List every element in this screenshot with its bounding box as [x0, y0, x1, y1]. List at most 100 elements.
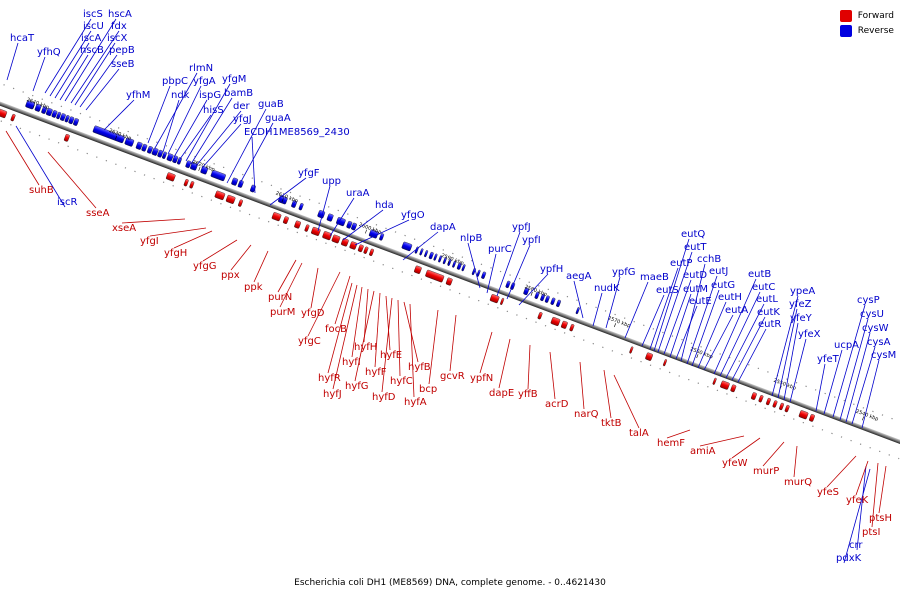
forward-gene-block	[663, 359, 667, 367]
forward-gene-block	[363, 246, 369, 254]
gene-leader-line	[334, 275, 351, 325]
gene-label: iscU	[83, 21, 104, 32]
gene-leader-line	[479, 331, 493, 374]
gene-leader-line	[6, 42, 19, 81]
gene-leader-line	[202, 239, 238, 262]
gene-leader-line	[253, 250, 269, 283]
gene-leader-line	[409, 303, 415, 398]
forward-gene-block	[425, 269, 445, 283]
reverse-gene-block	[151, 147, 159, 156]
gene-leader-line	[878, 465, 887, 514]
gene-label: nlpB	[460, 233, 482, 244]
gene-label: ptsH	[869, 513, 892, 524]
gene-leader-line	[374, 292, 381, 368]
gene-label: eutT	[684, 242, 707, 253]
gene-leader-line	[856, 465, 867, 551]
gene-label: purC	[488, 244, 512, 255]
gene-label: hisS	[203, 105, 224, 116]
forward-gene-block	[311, 226, 321, 236]
reverse-gene-block	[73, 118, 79, 126]
gene-leader-line	[579, 361, 585, 410]
scale-tick-mark	[696, 354, 699, 359]
gene-label: yfgO	[401, 210, 425, 221]
gene-leader-line	[649, 267, 679, 350]
gene-label: ptsI	[862, 527, 880, 538]
gene-label: eutD	[683, 270, 707, 281]
gene-leader-line	[789, 338, 807, 403]
gene-label: upp	[322, 176, 341, 187]
gene-leader-line	[226, 108, 267, 184]
gene-label: pepB	[109, 45, 135, 56]
gene-label: yfeY	[790, 313, 813, 324]
forward-gene-block	[322, 231, 332, 241]
forward-gene-block	[304, 224, 310, 232]
gene-label: hscB	[80, 45, 104, 56]
gene-label: crr	[849, 540, 863, 551]
gene-leader-line	[527, 344, 531, 390]
reverse-gene-block	[34, 103, 42, 112]
forward-gene-block	[550, 316, 561, 326]
reverse-gene-block	[59, 113, 66, 121]
legend-swatch-forward	[839, 9, 852, 22]
reverse-gene-block	[157, 149, 164, 158]
gene-leader-line	[498, 338, 511, 389]
gene-label: purN	[268, 292, 292, 303]
gene-label: pdxK	[836, 553, 862, 564]
forward-gene-block	[341, 238, 349, 247]
gene-leader-line	[162, 99, 180, 153]
forward-gene-block	[349, 241, 358, 250]
gene-leader-line	[613, 374, 640, 429]
gene-leader-line	[47, 151, 97, 209]
forward-gene-block	[225, 194, 236, 204]
gene-leader-line	[237, 122, 274, 188]
gene-label: guaB	[258, 99, 284, 110]
gene-label: murQ	[784, 477, 812, 488]
gene-label: yfeZ	[789, 299, 812, 310]
gene-leader-line	[354, 219, 410, 246]
reverse-gene-block	[45, 108, 53, 116]
gene-label: ppx	[221, 270, 240, 281]
gene-label: eutH	[718, 292, 742, 303]
gene-label: hyfF	[365, 367, 387, 378]
reverse-gene-block	[438, 255, 443, 263]
gene-label: eutR	[758, 319, 781, 330]
gene-leader-line	[332, 284, 358, 390]
gene-label: ypeA	[790, 286, 815, 297]
gene-label: xseA	[112, 223, 136, 234]
gene-label: hyfE	[380, 350, 402, 361]
gene-leader-line	[103, 99, 135, 131]
gene-label: yfgA	[193, 76, 216, 87]
forward-gene-block	[271, 212, 282, 222]
gene-label: cysP	[857, 295, 880, 306]
scale-tick-label: 2570 kbp	[607, 315, 631, 329]
gene-label: hda	[375, 200, 394, 211]
gene-label: yfgF	[298, 168, 320, 179]
gene-leader-line	[54, 42, 90, 99]
forward-gene-block	[489, 294, 500, 304]
gene-leader-line	[815, 363, 826, 412]
gene-label: eutQ	[681, 229, 705, 240]
gene-leader-line	[269, 177, 307, 206]
gene-label: iscS	[83, 9, 103, 20]
reverse-gene-block	[51, 110, 58, 118]
gene-label: suhB	[29, 185, 54, 196]
reverse-gene-block	[540, 293, 546, 302]
gene-leader-line	[147, 85, 171, 144]
forward-gene-block	[500, 297, 505, 305]
gene-label: yfhQ	[37, 47, 61, 58]
gene-leader-line	[121, 218, 186, 224]
gene-leader-line	[823, 349, 843, 415]
reverse-gene-block	[351, 222, 357, 231]
gene-label: ucpA	[834, 340, 859, 351]
gene-leader-line	[496, 231, 521, 297]
reverse-gene-block	[172, 155, 179, 164]
gene-label: maeB	[640, 272, 669, 283]
gene-leader-line	[15, 125, 66, 208]
forward-gene-block	[798, 410, 809, 420]
gene-leader-line	[428, 309, 439, 385]
reverse-gene-block	[210, 169, 226, 182]
forward-gene-block	[537, 312, 543, 320]
reverse-gene-block	[556, 299, 561, 308]
gene-label: eutB	[748, 269, 771, 280]
